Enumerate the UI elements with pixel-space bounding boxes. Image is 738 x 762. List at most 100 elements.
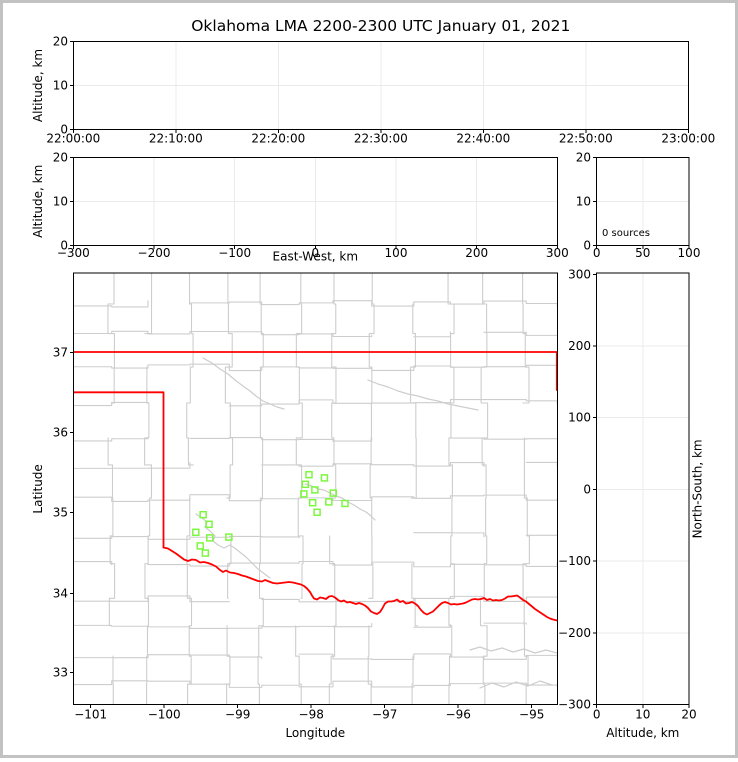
- county-line: [225, 273, 232, 498]
- source-count-annotation: 0 sources: [602, 228, 650, 239]
- tick-label: −97: [372, 708, 397, 722]
- tick-label: 100: [385, 246, 408, 260]
- lma-station-marker: [193, 529, 199, 535]
- county-line: [523, 273, 529, 403]
- county-line: [412, 564, 418, 626]
- tick-label: 36: [53, 425, 68, 439]
- tick-label: 35: [53, 505, 68, 519]
- county-line: [227, 626, 230, 705]
- lma-station-marker: [314, 509, 320, 515]
- tick-label: 0: [583, 482, 591, 496]
- tick-label: 37: [53, 345, 68, 359]
- tick-label: 200: [465, 246, 488, 260]
- tick-label: 10: [576, 194, 591, 208]
- tick-label: 33: [53, 665, 68, 679]
- tick-label: 50: [635, 246, 650, 260]
- county-borders: [73, 273, 557, 705]
- tick-label: 22:40:00: [456, 132, 510, 146]
- oklahoma-state-border: [73, 352, 557, 390]
- tick-label: −300: [558, 698, 591, 712]
- tick-label: −100: [218, 246, 251, 260]
- p5-ylabel: North-South, km: [691, 439, 705, 538]
- county-line: [368, 626, 371, 705]
- county-line: [448, 273, 454, 705]
- map-xlabel: Longitude: [285, 726, 345, 740]
- map-ylabel: Latitude: [31, 464, 45, 513]
- tick-label: 0: [60, 238, 68, 252]
- red-river-border: [164, 548, 558, 621]
- lma-station-marker: [202, 550, 208, 556]
- county-line: [523, 438, 529, 705]
- p5-labels: 0 10 20 −300 −200 −100 0 100 200 300 Nor…: [558, 267, 704, 740]
- county-line: [73, 402, 148, 405]
- county-line: [262, 596, 558, 601]
- tick-label: 20: [681, 708, 696, 722]
- tick-label: −200: [558, 626, 591, 640]
- tick-label: 34: [53, 586, 68, 600]
- p5-xlabel: Altitude, km: [606, 726, 679, 740]
- tick-label: −95: [519, 708, 544, 722]
- tick-label: 22:00:00: [46, 132, 100, 146]
- tick-label: 23:00:00: [661, 132, 715, 146]
- lma-station-marker: [197, 543, 203, 549]
- county-line: [526, 462, 557, 465]
- county-line: [187, 273, 193, 465]
- tick-label: 0: [60, 122, 68, 136]
- tick-label: 100: [568, 411, 591, 425]
- tick-label: −101: [74, 708, 107, 722]
- county-line: [73, 438, 148, 441]
- tick-label: 300: [568, 267, 591, 281]
- tick-label: 20: [53, 150, 68, 164]
- lma-station-marker: [306, 472, 312, 478]
- panel-map: [73, 273, 557, 705]
- tick-label: 22:20:00: [251, 132, 305, 146]
- tick-label: 100: [678, 246, 701, 260]
- county-line: [450, 438, 557, 439]
- tick-label: 200: [568, 339, 591, 353]
- county-line: [484, 332, 557, 336]
- county-line: [229, 400, 557, 406]
- lma-station-marker: [207, 535, 213, 541]
- lma-station-marker: [326, 499, 332, 505]
- county-line: [108, 273, 115, 403]
- stream-line: [203, 358, 284, 409]
- tick-label: 22:50:00: [559, 132, 613, 146]
- county-line: [414, 625, 451, 628]
- tick-label: 300: [546, 246, 569, 260]
- p3-labels: 0 50 100 0 10 20 0 sources: [576, 150, 701, 260]
- tick-label: 10: [53, 194, 68, 208]
- county-line: [296, 273, 303, 598]
- tick-label: 22:30:00: [354, 132, 408, 146]
- p2-xlabel: East-West, km: [273, 250, 359, 264]
- lma-station-marker: [310, 500, 316, 506]
- county-line: [299, 654, 557, 659]
- county-line: [369, 273, 374, 598]
- county-line: [332, 273, 336, 498]
- stream-line: [368, 380, 478, 410]
- tick-label: 0: [593, 246, 601, 260]
- county-line: [414, 533, 484, 537]
- county-line: [73, 562, 111, 565]
- county-line: [73, 596, 229, 602]
- county-line: [190, 438, 372, 442]
- stream-line: [196, 514, 270, 578]
- p1-ylabel: Altitude, km: [31, 49, 45, 122]
- county-line: [145, 367, 152, 705]
- county-line: [73, 463, 190, 469]
- county-line: [73, 331, 371, 336]
- tick-label: 10: [53, 79, 68, 93]
- county-line: [481, 273, 488, 705]
- tick-label: 20: [53, 35, 68, 49]
- county-line: [414, 332, 451, 337]
- county-line: [296, 626, 302, 705]
- county-line: [258, 273, 263, 705]
- county-line: [73, 364, 557, 371]
- figure-title: Oklahoma LMA 2200-2300 UTC January 01, 2…: [191, 17, 570, 35]
- tick-label: 22:10:00: [149, 132, 203, 146]
- county-line: [484, 623, 526, 624]
- tick-label: −200: [138, 246, 171, 260]
- tick-label: −96: [446, 708, 471, 722]
- tick-label: 20: [576, 150, 591, 164]
